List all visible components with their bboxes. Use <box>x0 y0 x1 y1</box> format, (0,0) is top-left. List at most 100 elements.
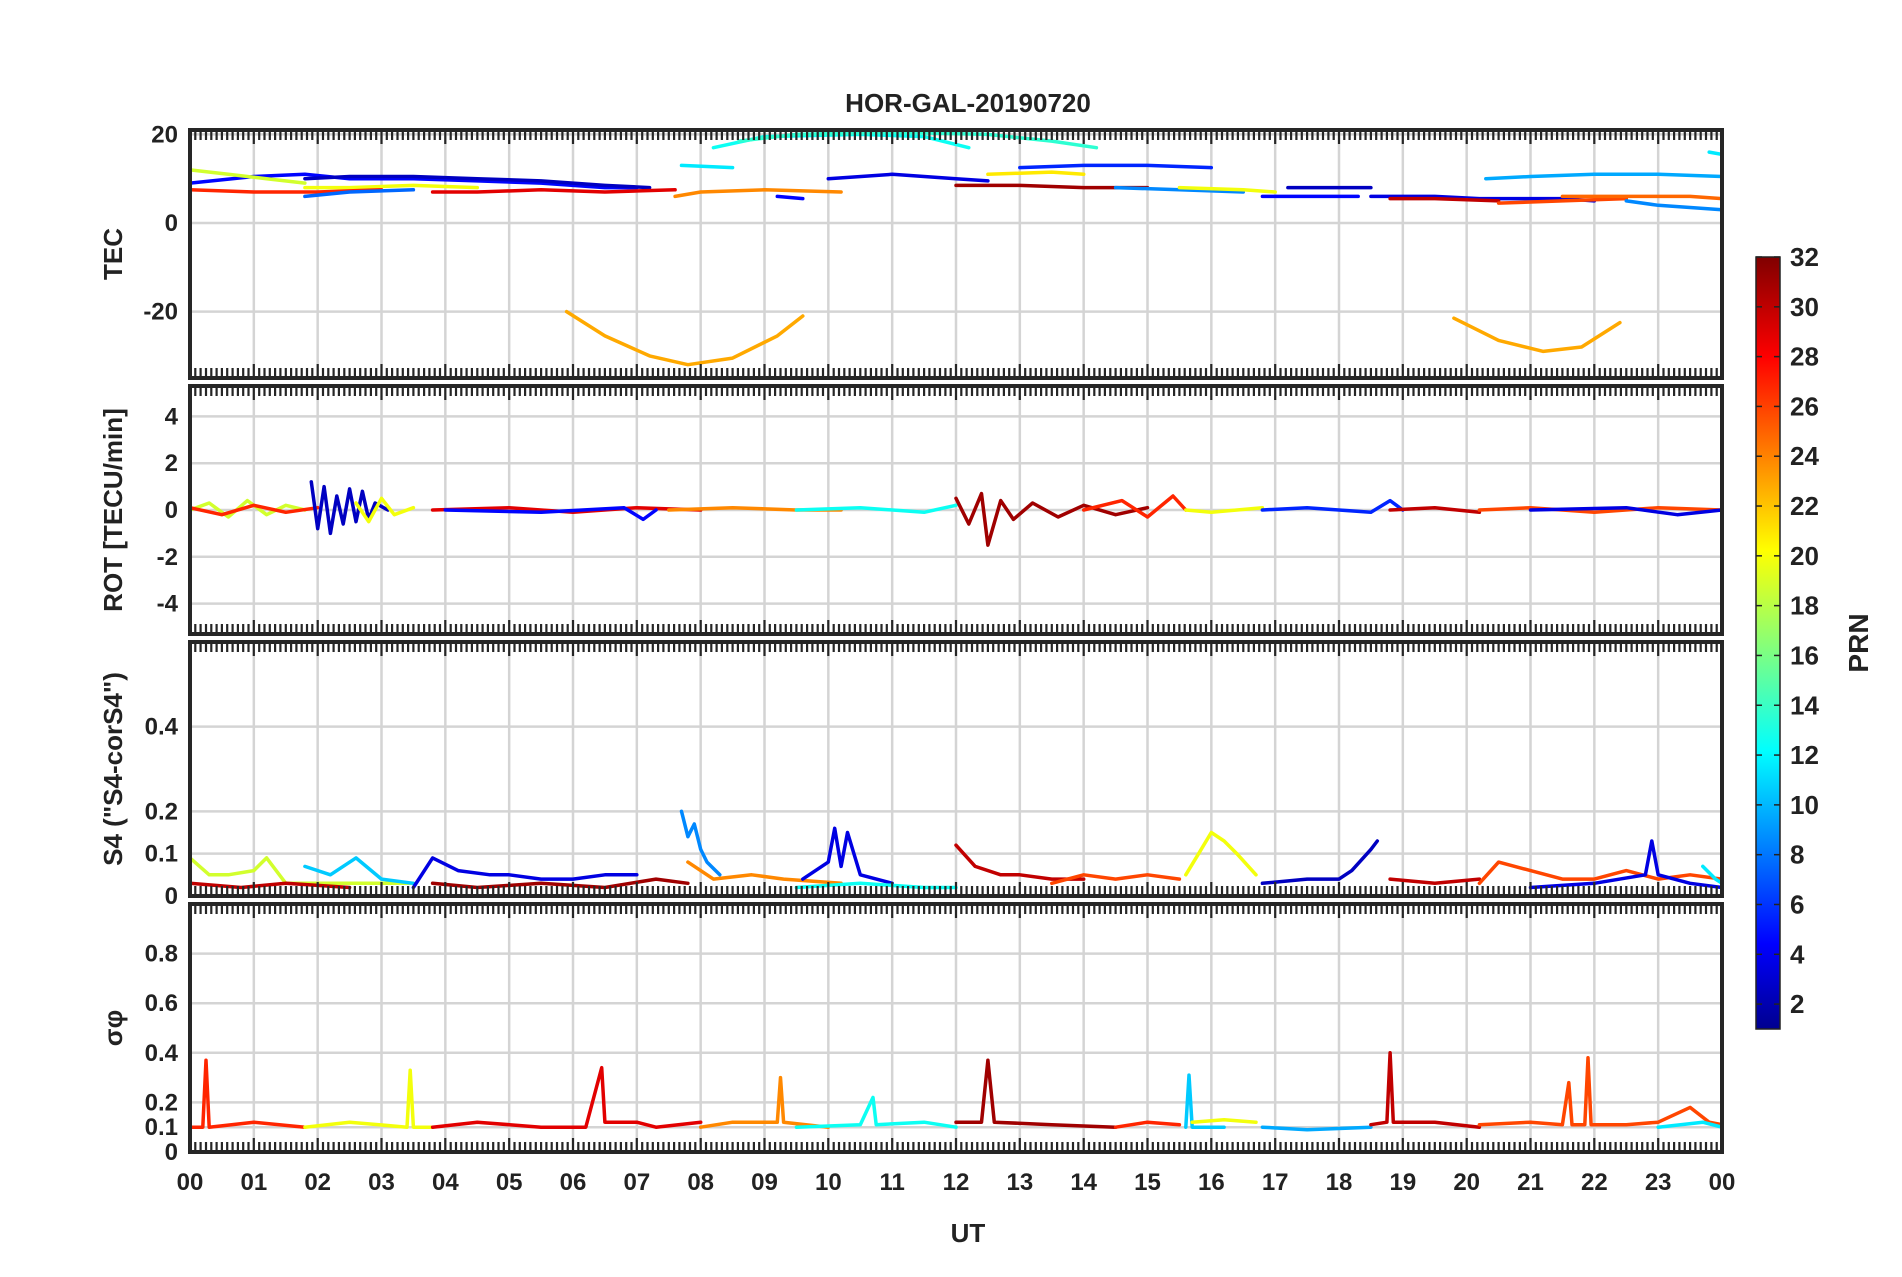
series-line-prn-27 <box>190 503 320 517</box>
panel-2: 4 2 0 -2 -4 ROT [TECU/min] <box>98 384 1724 636</box>
series-line-prn-9 <box>1113 185 1246 194</box>
series-line-prn-26 <box>1477 860 1722 886</box>
series-line-prn-31 <box>954 1058 1118 1129</box>
y-tick-label: 0.2 <box>145 1089 178 1116</box>
series-line-prn-21 <box>986 170 1086 177</box>
x-tick-label: 02 <box>304 1169 331 1196</box>
series-line-prn-5 <box>190 172 639 190</box>
colorbar-tick-label: 6 <box>1790 889 1804 919</box>
panel-3: 0.4 0.2 0.1 0 S4 ("S4-corS4") <box>98 640 1724 910</box>
series-line-prn-20 <box>1177 185 1277 194</box>
series-line-prn-29 <box>430 505 703 515</box>
colorbar-label: PRN <box>1843 613 1874 672</box>
series-line-prn-19 <box>190 856 416 886</box>
series-line-prn-26 <box>1050 873 1182 886</box>
colorbar-tick-label: 12 <box>1790 740 1819 770</box>
x-tick-label: 15 <box>1134 1169 1161 1196</box>
x-tick-label: 11 <box>879 1169 904 1196</box>
series-line-prn-26 <box>1477 505 1722 515</box>
colorbar-tick-label: 8 <box>1790 840 1804 870</box>
y-tick-label: 0.4 <box>145 1040 179 1067</box>
series-line-prn-19 <box>190 498 307 519</box>
x-tick-marks <box>188 904 1724 1152</box>
y-tick-label: 4 <box>165 403 179 430</box>
x-tick-label: 16 <box>1198 1169 1225 1196</box>
x-tick-label: 03 <box>368 1169 395 1196</box>
series-line-prn-27 <box>1113 1120 1182 1129</box>
x-tick-label: 10 <box>815 1169 842 1196</box>
y-tick-label: 0.1 <box>145 1114 178 1141</box>
x-tick-label: 00 <box>1709 1169 1736 1196</box>
colorbar-tick-label: 18 <box>1790 591 1819 621</box>
series-line-prn-13 <box>794 1095 958 1129</box>
series-line-prn-30 <box>1388 196 1501 203</box>
series-line-prn-29 <box>430 188 677 194</box>
y-tick-label: 0 <box>165 883 178 910</box>
colorbar-tick-label: 26 <box>1790 391 1819 421</box>
series-line-prn-20 <box>1190 1118 1258 1124</box>
colorbar-tick-label: 16 <box>1790 640 1819 670</box>
series-line-prn-5 <box>443 505 658 522</box>
colorbar-scale <box>1755 256 1781 1030</box>
series-line-prn-10 <box>1260 1125 1373 1132</box>
y-tick-label: 20 <box>151 121 178 148</box>
series-line-prn-20 <box>303 1068 435 1129</box>
x-tick-label: 21 <box>1517 1169 1544 1196</box>
series-line-prn-11 <box>303 856 416 886</box>
y-axis-label: TEC <box>98 228 128 280</box>
x-axis-label: UT <box>951 1218 986 1248</box>
series-line-prn-12 <box>679 163 735 170</box>
x-tick-label: 19 <box>1389 1169 1416 1196</box>
series-line-prn-30 <box>1388 877 1482 886</box>
x-tick-label: 00 <box>177 1169 204 1196</box>
x-tick-marks <box>188 642 1724 896</box>
series-line-prn-24 <box>673 188 843 199</box>
series-line-prn-30 <box>1369 1051 1482 1129</box>
series-line-prn-23 <box>564 309 805 367</box>
series-line-prn-20 <box>1184 505 1265 515</box>
series-line-prn-12 <box>1701 864 1722 886</box>
series-line-prn-3 <box>1260 839 1380 886</box>
x-tick-label: 05 <box>496 1169 523 1196</box>
x-tick-label: 07 <box>623 1169 650 1196</box>
x-tick-label: 04 <box>432 1169 459 1196</box>
series-line-prn-27 <box>190 1058 307 1129</box>
series-line-prn-20 <box>303 183 480 190</box>
series-line-prn-24 <box>698 1075 831 1129</box>
series-line-prn-12 <box>1707 150 1722 157</box>
series-line-prn-9 <box>1624 199 1722 212</box>
series-line-prn-6 <box>1018 163 1214 170</box>
colorbar-tick-label: 32 <box>1790 242 1819 272</box>
colorbar-tick-label: 4 <box>1790 939 1805 969</box>
series-line-prn-5 <box>775 194 805 201</box>
series-line-prn-3 <box>303 174 652 190</box>
x-tick-label: 23 <box>1645 1169 1672 1196</box>
y-tick-label: -4 <box>157 591 179 618</box>
series-line-prn-30 <box>954 843 1086 881</box>
series-line-prn-9 <box>679 809 722 877</box>
series-line-prn-20 <box>1184 830 1258 877</box>
series-line-prn-4 <box>411 856 639 890</box>
colorbar-tick-label: 14 <box>1790 690 1819 720</box>
panel-1: 20 0 -20 TEC <box>98 121 1724 380</box>
x-tick-marks <box>188 386 1724 634</box>
x-tick-label: 14 <box>1070 1169 1097 1196</box>
x-tick-label: 01 <box>240 1169 267 1196</box>
y-tick-label: 0.4 <box>145 714 179 741</box>
y-axis-label: ROT [TECU/min] <box>98 408 128 612</box>
x-tick-marks <box>188 130 1724 378</box>
colorbar-tick-label: 22 <box>1790 491 1819 521</box>
colorbar-tick-label: 24 <box>1790 441 1819 471</box>
series-line-prn-11 <box>1184 1073 1226 1129</box>
y-tick-label: 0.1 <box>145 841 178 868</box>
series-line-prn-6 <box>1260 498 1405 515</box>
series-line-prn-4 <box>1528 505 1722 517</box>
series-line-prn-20 <box>354 496 416 524</box>
series-line-prn-29 <box>430 1065 703 1129</box>
series-line-prn-4 <box>826 172 990 183</box>
colorbar-tick-label: 20 <box>1790 541 1819 571</box>
